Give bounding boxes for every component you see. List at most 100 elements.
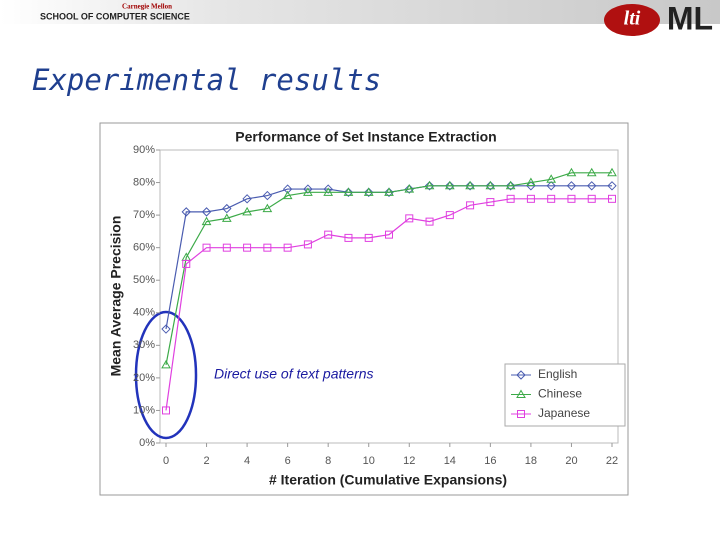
- point: [263, 243, 272, 252]
- slide-title: Experimental results: [32, 63, 381, 97]
- x-tick-label: 2: [203, 455, 209, 467]
- point: [282, 190, 293, 200]
- point: [262, 190, 273, 201]
- point: [546, 174, 557, 183]
- point: [201, 216, 212, 226]
- point: [283, 243, 292, 252]
- y-tick-label: 0%: [139, 437, 155, 449]
- x-tick-label: 14: [444, 455, 456, 467]
- x-tick-label: 0: [163, 455, 169, 467]
- legend-label: Japanese: [538, 406, 590, 420]
- point: [384, 187, 394, 196]
- point: [486, 198, 495, 207]
- x-tick-label: 20: [565, 455, 577, 467]
- y-tick-label: 20%: [133, 372, 155, 384]
- point: [303, 187, 313, 196]
- legend-marker: [516, 389, 526, 398]
- point: [161, 359, 171, 369]
- x-tick-label: 10: [363, 455, 375, 467]
- point: [465, 181, 475, 191]
- lti-logo-text: lti: [624, 8, 641, 30]
- point: [566, 181, 577, 191]
- legend-marker: [517, 410, 525, 418]
- y-tick-label: 30%: [133, 339, 155, 351]
- point: [547, 194, 556, 203]
- point: [282, 184, 293, 194]
- point: [323, 184, 333, 194]
- point: [343, 187, 354, 198]
- point: [324, 230, 333, 239]
- university-name: Carnegie Mellon: [122, 3, 172, 11]
- point: [445, 181, 455, 191]
- point: [526, 181, 536, 191]
- legend-label: English: [538, 367, 577, 381]
- y-axis-label: Mean Average Precision: [108, 216, 124, 377]
- school-name: SCHOOL OF COMPUTER SCIENCE: [40, 11, 190, 21]
- point: [222, 203, 232, 214]
- y-tick-label: 60%: [133, 242, 155, 254]
- legend-marker: [516, 370, 526, 380]
- y-tick-label: 70%: [133, 209, 155, 221]
- point: [404, 184, 415, 193]
- point: [161, 324, 171, 334]
- highlight-ellipse: [134, 310, 198, 440]
- x-tick-label: 8: [325, 455, 331, 467]
- x-tick-label: 6: [285, 455, 291, 467]
- point: [343, 187, 354, 196]
- point: [566, 167, 577, 177]
- point: [162, 406, 170, 415]
- point: [243, 243, 252, 252]
- y-tick-label: 90%: [133, 144, 155, 156]
- x-tick-label: 12: [403, 455, 415, 467]
- point: [466, 201, 475, 210]
- y-tick-label: 40%: [133, 307, 155, 319]
- point: [485, 181, 496, 191]
- plot-frame: [159, 149, 619, 444]
- point: [344, 233, 353, 242]
- y-tick-label: 10%: [133, 404, 155, 416]
- point: [546, 181, 556, 191]
- point: [444, 180, 455, 190]
- point: [202, 243, 211, 252]
- point: [242, 206, 252, 216]
- point: [505, 180, 516, 190]
- point: [424, 180, 435, 190]
- point: [506, 194, 515, 203]
- point: [201, 207, 212, 217]
- x-axis-label: # Iteration (Cumulative Expansions): [269, 472, 507, 488]
- point: [221, 213, 232, 222]
- lti-logo: [604, 4, 660, 36]
- y-tick-label: 50%: [133, 274, 155, 286]
- point: [526, 177, 536, 187]
- point: [587, 181, 597, 191]
- point: [425, 217, 434, 226]
- point: [608, 194, 616, 203]
- point: [385, 230, 393, 239]
- point: [485, 180, 496, 190]
- point: [465, 180, 475, 190]
- x-tick-label: 16: [484, 455, 496, 467]
- point: [586, 167, 597, 177]
- point: [182, 259, 191, 268]
- point: [445, 211, 454, 220]
- point: [363, 187, 374, 196]
- y-tick-label: 80%: [133, 176, 155, 188]
- point: [587, 194, 596, 203]
- point: [364, 233, 373, 242]
- legend-label: Chinese: [538, 387, 582, 401]
- chart-frame: [99, 122, 629, 496]
- ml-logo: ML: [667, 0, 713, 36]
- series-line: [165, 198, 612, 411]
- point: [505, 181, 516, 191]
- series-line: [165, 172, 612, 365]
- annotation: Direct use of text patterns: [214, 366, 374, 382]
- point: [405, 214, 414, 223]
- point: [567, 194, 576, 203]
- x-tick-label: 18: [525, 455, 537, 467]
- chart-title: Performance of Set Instance Extraction: [235, 129, 496, 145]
- point: [384, 187, 394, 198]
- point: [262, 203, 273, 213]
- point: [404, 184, 414, 194]
- x-tick-label: 4: [244, 455, 250, 467]
